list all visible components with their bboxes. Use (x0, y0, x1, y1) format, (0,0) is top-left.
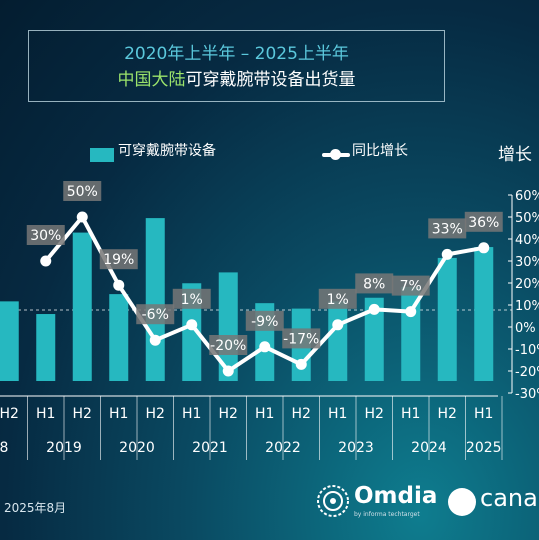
growth-point-10 (368, 303, 380, 315)
y2-tick-label-8: -20% (515, 365, 539, 380)
growth-label-bg-4 (136, 304, 175, 325)
x-tick-label-13: H1 (474, 406, 493, 422)
y2-tick-label-3: 30% (515, 255, 539, 270)
chart-title-line1: 2020年上半年 – 2025上半年 (124, 44, 349, 64)
omdia-logo-icon (317, 485, 349, 517)
x-tick-label-10: H2 (365, 406, 384, 422)
bar-4 (145, 218, 165, 381)
growth-point-3 (113, 279, 125, 291)
chart-title-region: 中国大陆 (117, 70, 186, 90)
bar-9 (328, 301, 348, 381)
growth-point-11 (405, 306, 417, 318)
x-tick-label-9: H1 (328, 406, 347, 422)
y2-tick-label-4: 20% (515, 277, 539, 292)
year-label-4: 2022 (265, 440, 301, 456)
canalys-wordmark: canal (480, 484, 539, 512)
growth-label-11: 7% (400, 279, 422, 295)
growth-label-5: 1% (181, 292, 203, 308)
y2-tick-label-5: 10% (515, 299, 539, 314)
x-tick-label-2: H2 (73, 406, 92, 422)
growth-label-2: 50% (67, 184, 98, 200)
growth-point-4 (149, 334, 161, 346)
y2-axis-title: 增长 (498, 145, 532, 165)
bar-2 (72, 232, 92, 381)
bar-0 (0, 301, 19, 381)
growth-label-bg-6 (209, 335, 248, 355)
bar-12 (437, 257, 457, 381)
year-label-3: 2021 (192, 440, 228, 456)
growth-label-bg-3 (99, 249, 138, 270)
year-label-5: 2023 (338, 440, 374, 456)
x-tick-label-3: H1 (109, 406, 128, 422)
legend-bar-label: 可穿戴腕带设备 (118, 143, 216, 159)
growth-point-9 (332, 319, 344, 331)
growth-label-6: -20% (210, 338, 246, 354)
growth-label-bg-8 (282, 328, 321, 349)
growth-label-10: 8% (363, 276, 385, 292)
x-tick-label-12: H2 (438, 406, 457, 422)
y2-tick-label-6: 0% (515, 321, 536, 336)
x-tick-label-5: H1 (182, 406, 201, 422)
growth-label-7: -9% (251, 314, 278, 330)
growth-label-bg-12 (428, 218, 467, 239)
footer-date: 2025年8月 (4, 501, 67, 515)
y2-tick-label-2: 40% (515, 233, 539, 248)
title-box: 2020年上半年 – 2025上半年 中国大陆可穿戴腕带设备出货量 (28, 30, 445, 102)
growth-label-12: 33% (432, 221, 463, 237)
growth-label-8: -17% (283, 331, 319, 347)
omdia-sub: by informa techtarget (354, 511, 420, 518)
growth-label-bg-11 (391, 275, 430, 296)
year-label-0: 8 (0, 440, 8, 456)
chart-title-subject: 可穿戴腕带设备出货量 (185, 70, 356, 90)
growth-label-bg-7 (245, 310, 284, 331)
bar-1 (36, 314, 56, 381)
x-tick-label-8: H2 (292, 406, 311, 422)
growth-point-8 (295, 358, 307, 370)
growth-label-bg-13 (464, 211, 503, 232)
year-label-1: 2019 (46, 440, 82, 456)
bar-13 (474, 247, 494, 381)
x-tick-label-1: H1 (36, 406, 55, 422)
growth-label-3: 19% (103, 252, 134, 268)
growth-label-9: 1% (327, 292, 349, 308)
legend-bar-swatch (90, 148, 114, 162)
y2-tick-label-0: 60% (515, 189, 539, 204)
bar-3 (109, 294, 129, 381)
canalys-logo-icon (448, 488, 476, 516)
chart-title-line2: 中国大陆可穿戴腕带设备出货量 (29, 65, 444, 90)
x-tick-label-4: H2 (146, 406, 165, 422)
year-label-6: 2024 (411, 440, 447, 456)
growth-point-2 (76, 211, 88, 223)
growth-label-4: -6% (142, 307, 169, 323)
growth-label-13: 36% (468, 215, 499, 231)
growth-label-bg-5 (172, 288, 211, 309)
growth-point-13 (478, 242, 490, 254)
y2-tick-label-1: 50% (515, 211, 539, 226)
x-tick-label-7: H1 (255, 406, 274, 422)
growth-label-bg-10 (355, 273, 394, 294)
growth-point-6 (222, 365, 234, 377)
y2-tick-label-7: -10% (515, 343, 539, 358)
growth-point-5 (186, 319, 198, 331)
legend-line-label: 同比增长 (352, 143, 408, 159)
growth-label-bg-9 (318, 288, 357, 309)
growth-label-1: 30% (30, 228, 61, 244)
growth-label-bg-1 (26, 225, 65, 245)
legend-line-marker (330, 149, 341, 160)
year-label-7: 2025 (466, 440, 502, 456)
bar-10 (364, 297, 384, 381)
growth-label-bg-2 (63, 181, 102, 201)
y2-tick-label-9: -30% (515, 387, 539, 402)
omdia-wordmark: Omdia (354, 483, 438, 509)
x-tick-label-11: H1 (401, 406, 420, 422)
x-tick-label-0: H2 (0, 406, 19, 422)
growth-point-7 (259, 341, 271, 353)
growth-point-12 (441, 248, 453, 260)
year-label-2: 2020 (119, 440, 155, 456)
x-tick-label-6: H2 (219, 406, 238, 422)
growth-point-1 (40, 255, 52, 267)
